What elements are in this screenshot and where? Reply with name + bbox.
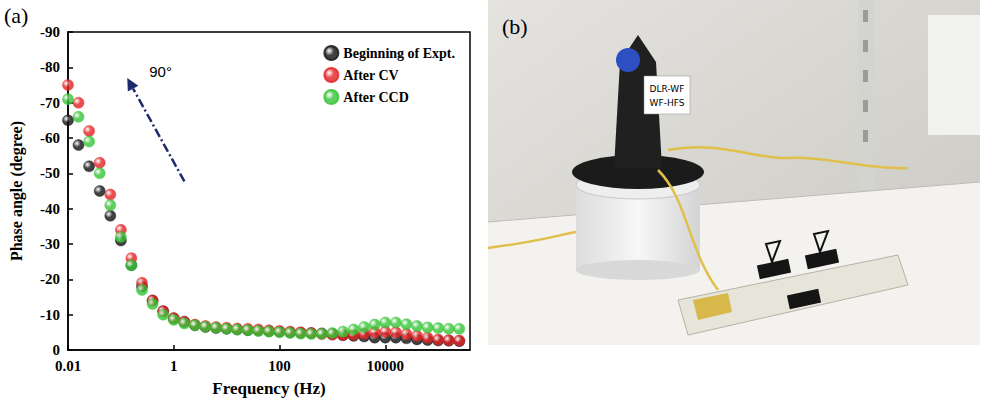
svg-text:10000: 10000 <box>367 358 405 374</box>
svg-text:90°: 90° <box>149 63 172 80</box>
svg-text:-40: -40 <box>40 201 60 217</box>
svg-text:WF-HFS: WF-HFS <box>650 98 685 108</box>
svg-text:Phase angle (degree): Phase angle (degree) <box>8 121 26 261</box>
svg-text:(b): (b) <box>502 14 528 39</box>
svg-text:-10: -10 <box>40 307 60 323</box>
svg-text:-70: -70 <box>40 95 60 111</box>
svg-text:(a): (a) <box>4 3 28 28</box>
svg-text:-90: -90 <box>40 24 60 40</box>
svg-text:0: 0 <box>53 342 61 358</box>
svg-text:Beginning of Expt.: Beginning of Expt. <box>343 46 455 61</box>
svg-text:-50: -50 <box>40 165 60 181</box>
svg-text:-20: -20 <box>40 271 60 287</box>
svg-text:DLR-WF: DLR-WF <box>650 84 685 94</box>
svg-text:100: 100 <box>268 358 291 374</box>
svg-text:After CV: After CV <box>343 68 398 83</box>
svg-text:-60: -60 <box>40 130 60 146</box>
svg-text:0.01: 0.01 <box>55 358 81 374</box>
svg-text:1: 1 <box>170 358 178 374</box>
svg-text:-30: -30 <box>40 236 60 252</box>
svg-text:-80: -80 <box>40 59 60 75</box>
svg-text:Frequency (Hz): Frequency (Hz) <box>212 379 325 398</box>
svg-text:After CCD: After CCD <box>343 90 408 105</box>
